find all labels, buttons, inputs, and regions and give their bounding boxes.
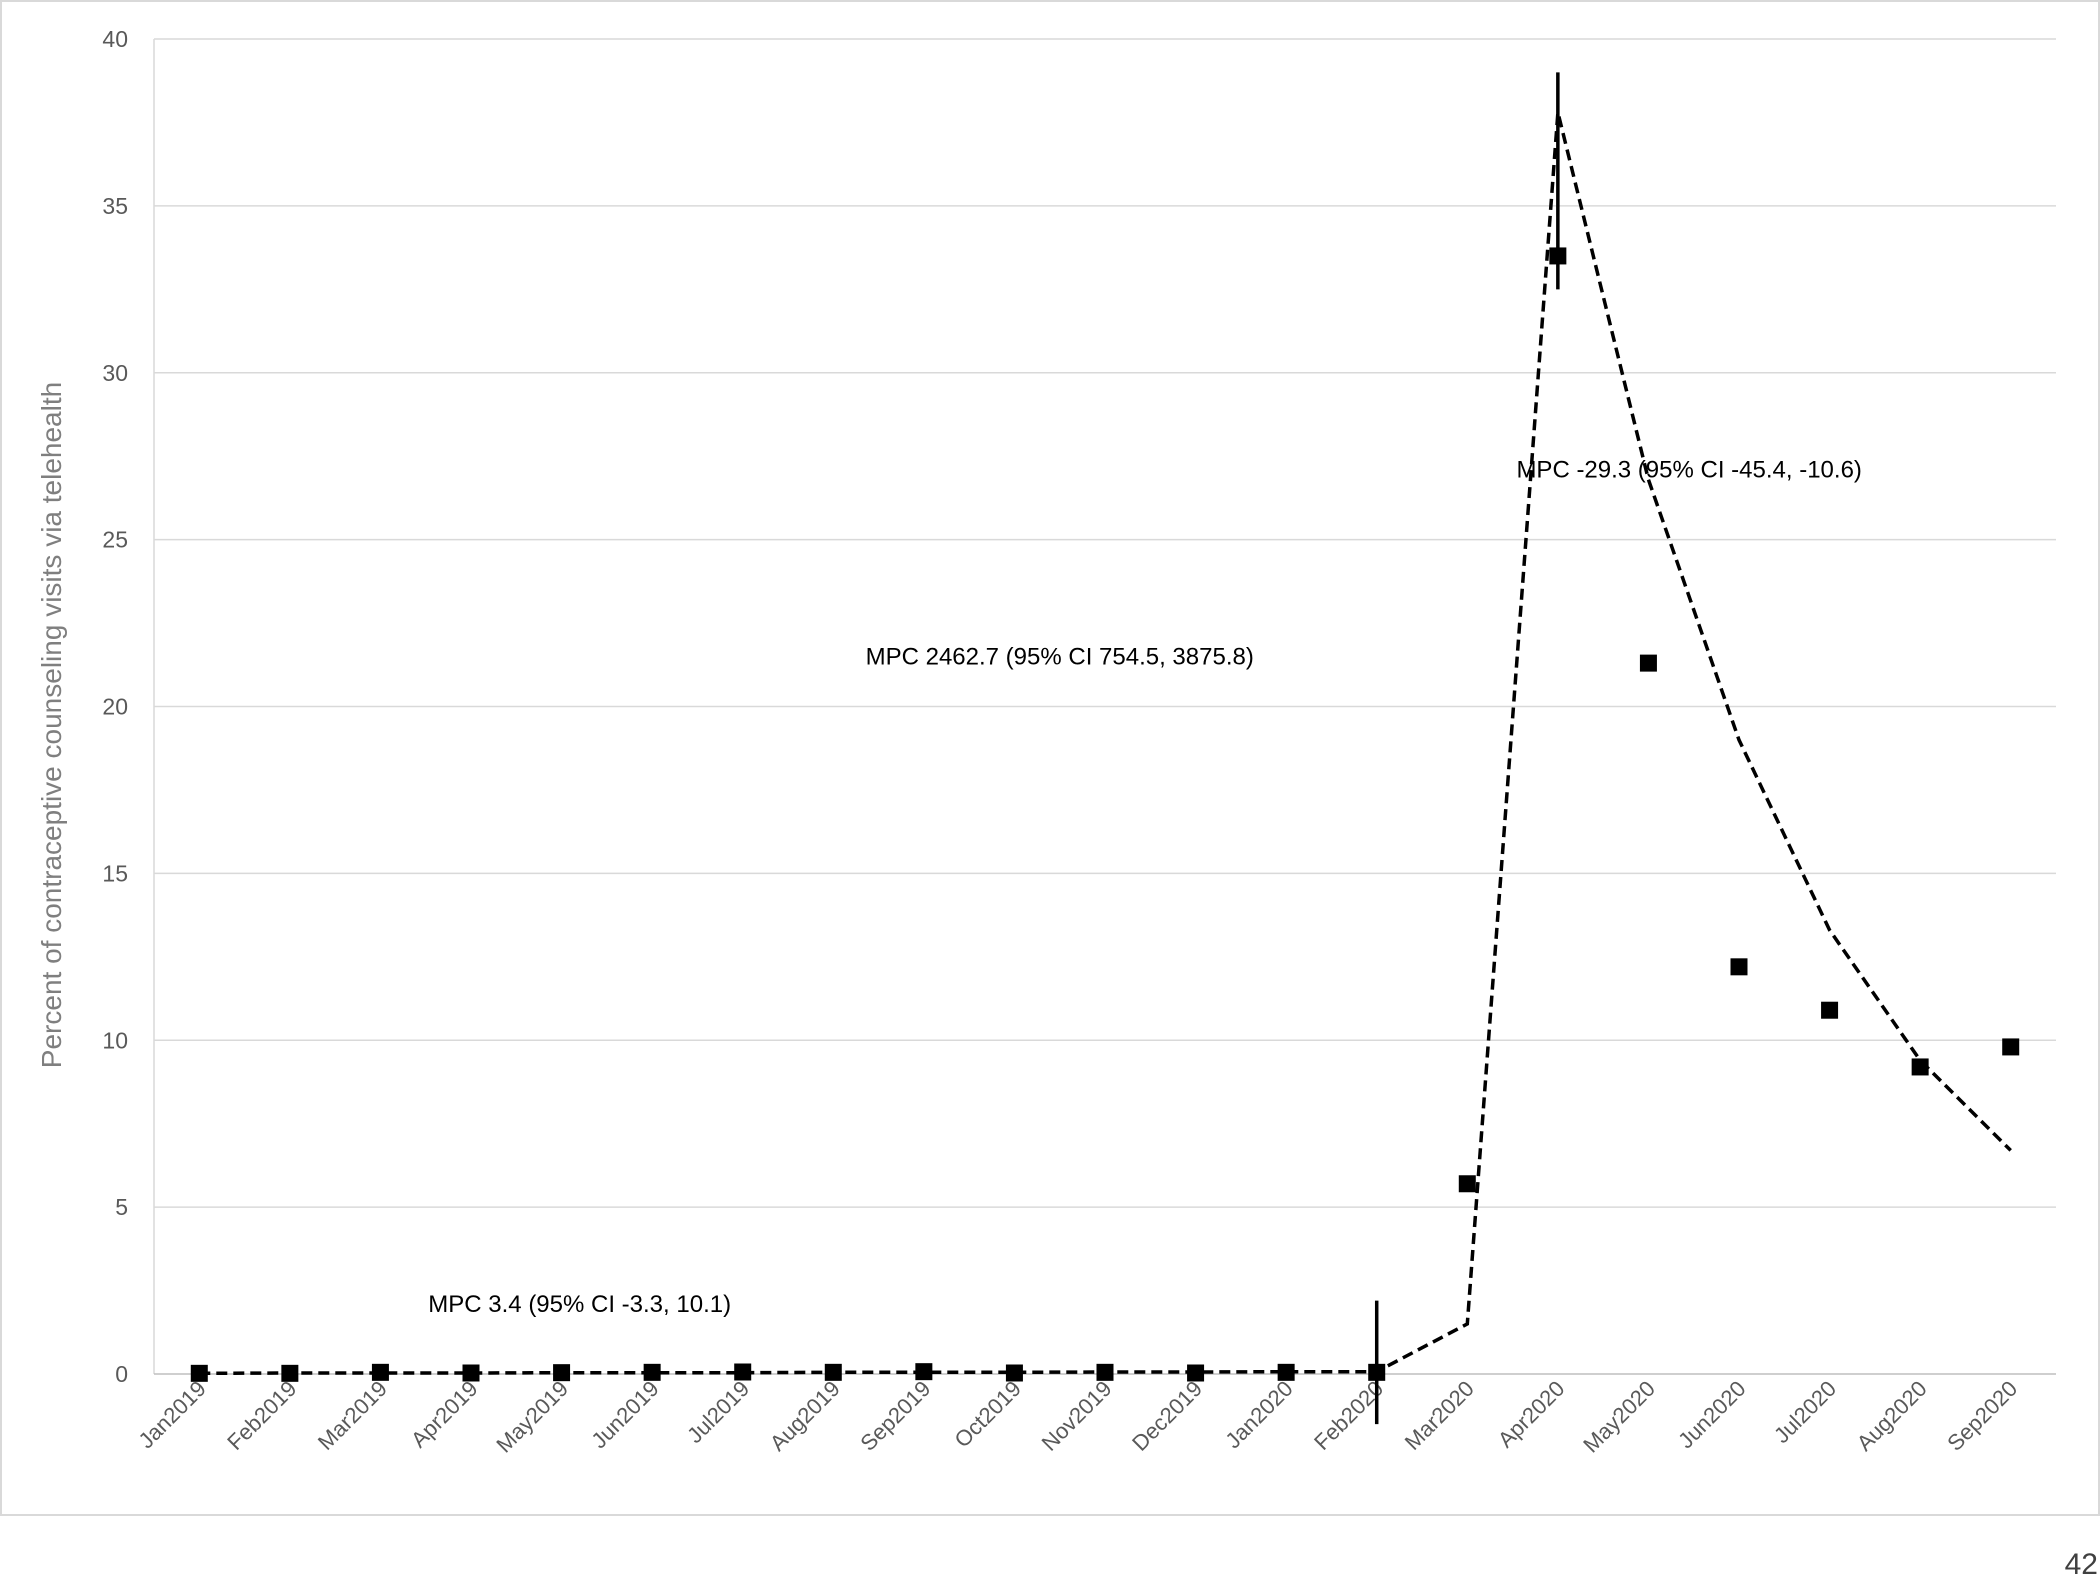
- marker-Nov2019: [1096, 1363, 1114, 1381]
- marker-Feb2019: [281, 1364, 299, 1382]
- marker-Sep2019: [915, 1363, 933, 1381]
- y-tick-label: 30: [102, 360, 128, 386]
- annotation: MPC 2462.7 (95% CI 754.5, 3875.8): [866, 643, 1254, 670]
- y-tick-label: 15: [102, 860, 128, 886]
- y-axis: 0 5 10 15 20 25 30 35 40: [102, 26, 155, 1387]
- marker-Dec2019: [1187, 1364, 1205, 1382]
- modeled-series-line: [199, 111, 2012, 1376]
- gridlines: [154, 38, 2056, 1208]
- marker-Sep2020: [2002, 1038, 2020, 1056]
- x-tick-label: Mar2020: [1400, 1376, 1479, 1455]
- x-tick-label: Sep2020: [1942, 1376, 2022, 1456]
- marker-Jun2019: [643, 1363, 661, 1381]
- y-tick-label: 5: [115, 1194, 128, 1220]
- chart-frame: 0 5 10 15 20 25 30 35 40 Jan2019 Feb2019 Mar2019 Ap…: [0, 0, 2100, 1516]
- joinpoint-error-bars: [1374, 72, 1560, 1425]
- annotation: MPC -29.3 (95% CI -45.4, -10.6): [1516, 457, 1861, 484]
- marker-Mar2020: [1458, 1175, 1476, 1193]
- y-tick-label: 35: [102, 193, 128, 219]
- x-tick-label: Apr2020: [1493, 1376, 1570, 1453]
- marker-Feb2020: [1368, 1363, 1386, 1381]
- x-axis: Jan2019 Feb2019 Mar2019 Apr2019 May2019 Jun20…: [133, 1373, 2056, 1458]
- marker-Apr2019: [462, 1364, 480, 1382]
- y-axis-label: Percent of contraceptive counseling visi…: [36, 382, 67, 1068]
- y-tick-label: 25: [102, 527, 128, 553]
- marker-Jun2020: [1730, 958, 1748, 976]
- x-tick-label: May2019: [491, 1376, 573, 1458]
- x-tick-label: Jul2020: [1769, 1376, 1841, 1448]
- x-tick-label: Jan2020: [1220, 1376, 1297, 1453]
- x-tick-label: Sep2019: [855, 1376, 935, 1456]
- x-tick-label: Jun2020: [1673, 1376, 1750, 1453]
- y-tick-label: 40: [102, 26, 128, 52]
- marker-May2019: [553, 1364, 571, 1382]
- x-tick-label: Aug2019: [765, 1376, 845, 1456]
- x-tick-label: Aug2020: [1852, 1376, 1932, 1456]
- x-tick-label: Mar2019: [313, 1376, 392, 1455]
- x-tick-label: Oct2019: [949, 1376, 1025, 1452]
- x-tick-label: Nov2019: [1037, 1376, 1117, 1456]
- x-tick-label: May2020: [1578, 1376, 1660, 1458]
- marker-Mar2019: [371, 1363, 389, 1381]
- marker-May2020: [1639, 654, 1657, 672]
- marker-Apr2020: [1549, 247, 1567, 265]
- modeled-trend-line: [199, 111, 2012, 1376]
- marker-Aug2020: [1911, 1058, 1929, 1076]
- marker-Jul2019: [734, 1363, 752, 1381]
- x-tick-label: Jan2019: [133, 1376, 210, 1453]
- observed-markers: [190, 247, 2020, 1382]
- y-tick-label: 20: [102, 694, 128, 720]
- y-tick-label: 0: [115, 1361, 128, 1387]
- marker-Oct2019: [1005, 1364, 1023, 1382]
- x-tick-label: Apr2019: [406, 1376, 483, 1453]
- marker-Jan2019: [190, 1364, 208, 1382]
- page-number: 42: [2064, 1548, 2098, 1581]
- marker-Jul2020: [1821, 1001, 1839, 1019]
- x-tick-label: Jul2019: [682, 1376, 754, 1448]
- marker-Jan2020: [1277, 1363, 1295, 1381]
- x-tick-label: Jun2019: [586, 1376, 663, 1453]
- annotation: MPC 3.4 (95% CI -3.3, 10.1): [428, 1291, 731, 1318]
- marker-Aug2019: [824, 1363, 842, 1381]
- x-tick-label: Feb2019: [222, 1376, 301, 1455]
- annotations: MPC 3.4 (95% CI -3.3, 10.1) MPC 2462.7 (9…: [428, 457, 1862, 1318]
- x-tick-label: Dec2019: [1127, 1376, 1207, 1456]
- y-tick-label: 10: [102, 1027, 128, 1053]
